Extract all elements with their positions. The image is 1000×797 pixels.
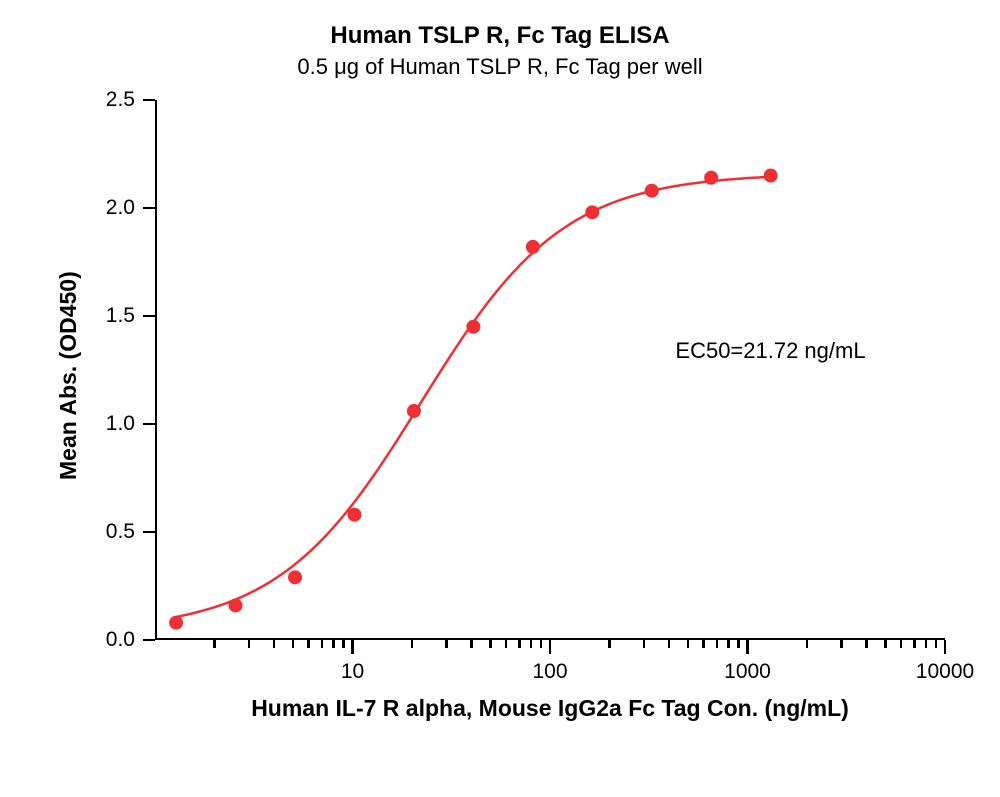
data-point <box>229 599 242 612</box>
x-tick-minor <box>530 640 533 648</box>
x-tick-major <box>351 640 354 654</box>
x-tick-minor <box>342 640 345 648</box>
ec50-annotation: EC50=21.72 ng/mL <box>675 338 865 364</box>
x-tick-minor <box>716 640 719 648</box>
x-tick-minor <box>540 640 543 648</box>
y-tick <box>143 207 155 210</box>
y-tick-label: 2.5 <box>93 88 135 112</box>
x-tick-minor <box>806 640 809 648</box>
chart-subtitle: 0.5 μg of Human TSLP R, Fc Tag per well <box>0 54 1000 80</box>
figure: Human TSLP R, Fc Tag ELISA 0.5 μg of Hum… <box>0 0 1000 797</box>
fit-curve <box>176 177 771 617</box>
x-tick-major <box>944 640 947 654</box>
y-axis-label: Mean Abs. (OD450) <box>55 271 82 480</box>
y-tick-label: 0.5 <box>93 520 135 544</box>
data-point <box>348 508 361 521</box>
x-tick-minor <box>518 640 521 648</box>
x-tick-label: 10 <box>341 660 364 684</box>
x-tick-minor <box>727 640 730 648</box>
data-point <box>705 171 718 184</box>
x-tick-major <box>746 640 749 654</box>
x-tick-minor <box>668 640 671 648</box>
x-tick-minor <box>687 640 690 648</box>
y-tick-label: 1.0 <box>93 412 135 436</box>
x-tick-minor <box>935 640 938 648</box>
x-tick-minor <box>489 640 492 648</box>
x-tick-minor <box>608 640 611 648</box>
x-tick-major <box>549 640 552 654</box>
x-tick-minor <box>445 640 448 648</box>
x-tick-minor <box>307 640 310 648</box>
x-tick-minor <box>213 640 216 648</box>
x-tick-label: 10000 <box>916 660 974 684</box>
x-tick-minor <box>643 640 646 648</box>
data-point <box>467 320 480 333</box>
x-tick-minor <box>702 640 705 648</box>
y-tick <box>143 531 155 534</box>
x-tick-minor <box>321 640 324 648</box>
data-point <box>645 184 658 197</box>
x-tick-minor <box>332 640 335 648</box>
y-tick-label: 0.0 <box>93 628 135 652</box>
y-tick-label: 2.0 <box>93 196 135 220</box>
x-tick-label: 1000 <box>724 660 771 684</box>
x-tick-minor <box>925 640 928 648</box>
x-tick-minor <box>470 640 473 648</box>
y-tick <box>143 99 155 102</box>
x-tick-minor <box>248 640 251 648</box>
y-tick-label: 1.5 <box>93 304 135 328</box>
x-tick-minor <box>900 640 903 648</box>
x-axis-label: Human IL-7 R alpha, Mouse IgG2a Fc Tag C… <box>155 695 945 722</box>
x-tick-minor <box>292 640 295 648</box>
x-tick-minor <box>840 640 843 648</box>
y-tick <box>143 423 155 426</box>
data-point <box>764 169 777 182</box>
data-point <box>526 240 539 253</box>
y-tick <box>143 639 155 642</box>
x-tick-minor <box>737 640 740 648</box>
data-point <box>289 571 302 584</box>
x-tick-label: 100 <box>532 660 567 684</box>
x-tick-minor <box>865 640 868 648</box>
chart-svg <box>157 100 947 640</box>
x-tick-minor <box>913 640 916 648</box>
data-point <box>170 616 183 629</box>
x-tick-minor <box>884 640 887 648</box>
data-point <box>586 206 599 219</box>
chart-title: Human TSLP R, Fc Tag ELISA <box>0 22 1000 50</box>
x-tick-minor <box>273 640 276 648</box>
x-tick-minor <box>505 640 508 648</box>
plot-area <box>155 100 945 640</box>
data-point <box>407 405 420 418</box>
x-tick-minor <box>411 640 414 648</box>
y-tick <box>143 315 155 318</box>
